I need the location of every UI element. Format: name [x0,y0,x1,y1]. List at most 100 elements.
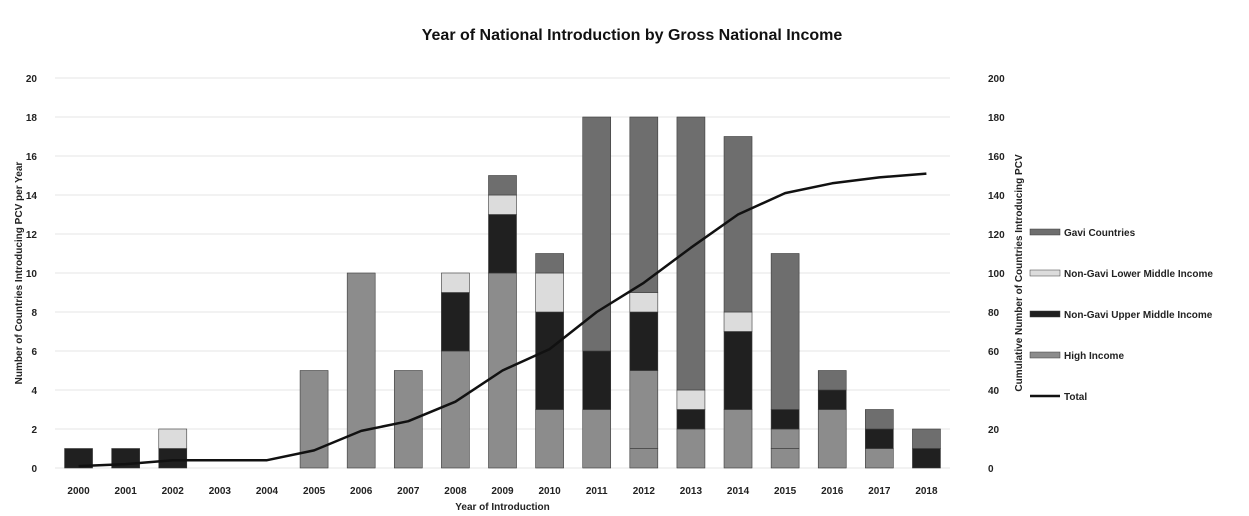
bar-segment [723,331,753,410]
y-right-tick-label: 180 [988,113,1005,124]
x-tick-label: 2000 [67,486,90,497]
x-tick-label: 2004 [256,486,279,497]
y-tick-label: 10 [26,269,38,280]
y-tick-label: 0 [31,464,37,475]
x-tick-label: 2012 [633,486,656,497]
bar-segment [582,409,612,469]
bar-segment [770,448,800,469]
legend-label: Non-Gavi Upper Middle Income [1064,310,1213,321]
bar-segment [488,175,517,196]
bar-series [64,116,941,469]
y-right-tick-label: 100 [988,269,1005,280]
x-tick-label: 2001 [115,486,138,497]
bar-segment [723,409,753,469]
y-tick-label: 4 [31,386,37,397]
legend-label: Non-Gavi Lower Middle Income [1064,269,1213,280]
bar-segment [346,272,376,469]
legend-swatch [1029,310,1061,318]
x-tick-label: 2011 [586,486,608,497]
x-tick-label: 2005 [303,486,326,497]
x-tick-label: 2013 [680,486,703,497]
bar-segment [723,136,753,313]
legend-swatch [1029,228,1061,236]
bar-segment [912,448,941,469]
legend-swatch [1029,269,1061,277]
bar-segment [441,272,470,293]
bar-segment [629,448,659,469]
bar-segment [535,272,564,313]
legend-swatch [1029,351,1061,359]
y-axis-left: 0 2 4 6 8 10 12 14 16 18 20 [26,74,38,475]
bar-segment [676,428,706,469]
bar-segment [535,311,564,410]
x-tick-label: 2010 [538,486,561,497]
y-tick-label: 20 [26,74,38,85]
bar-segment [158,428,188,449]
bar-segment [535,253,564,274]
y-tick-label: 12 [26,230,38,241]
x-tick-label: 2009 [491,486,514,497]
y-right-tick-label: 200 [988,74,1005,85]
bar-segment [488,214,517,274]
bar-segment [535,409,564,469]
bar-segment [582,116,612,352]
x-tick-label: 2007 [397,486,420,497]
legend: Gavi Countries Non-Gavi Lower Middle Inco… [1029,228,1213,403]
bar-segment [441,350,470,469]
bar-segment [770,409,800,430]
bar-segment [629,311,659,371]
bar-segment [817,370,847,391]
y-tick-label: 18 [26,113,38,124]
y-tick-label: 8 [31,308,37,319]
cumulative-line [78,172,927,468]
x-tick-label: 2018 [915,486,938,497]
bar-segment [393,370,423,469]
y-right-tick-label: 160 [988,152,1005,163]
y-tick-label: 6 [31,347,37,358]
bar-segment [912,428,941,449]
x-axis: 2000 2001 2002 2003 2004 2005 2006 2007 2008 2009… [67,486,938,497]
y-right-tick-label: 80 [988,308,1000,319]
y-right-tick-label: 40 [988,386,1000,397]
legend-label: Total [1064,392,1087,403]
bar-segment [441,292,470,352]
x-tick-label: 2003 [209,486,232,497]
total-line [78,172,927,468]
bar-segment [817,409,847,469]
x-tick-label: 2002 [162,486,185,497]
bar-segment [865,428,894,449]
y-right-tick-label: 120 [988,230,1005,241]
y-right-tick-label: 140 [988,191,1005,202]
bar-segment [629,116,659,293]
x-tick-label: 2017 [868,486,891,497]
bar-segment [817,389,847,410]
y-axis-title: Number of Countries Introducing PCV per … [14,162,25,385]
bar-segment [64,448,93,469]
x-axis-title: Year of Introduction [455,502,549,513]
x-tick-label: 2016 [821,486,844,497]
y-right-tick-label: 0 [988,464,994,475]
bar-segment [865,448,894,469]
x-tick-label: 2008 [444,486,467,497]
bar-segment [676,409,706,430]
bar-segment [582,350,612,410]
bar-segment [158,448,188,469]
bar-segment [770,428,800,449]
y-tick-label: 14 [26,191,38,202]
y-right-tick-label: 20 [988,425,1000,436]
x-tick-label: 2006 [350,486,373,497]
bar-segment [629,370,659,449]
bar-segment [488,194,517,215]
bar-segment [770,253,800,410]
y-right-tick-label: 60 [988,347,1000,358]
x-tick-label: 2014 [727,486,750,497]
y-tick-label: 16 [26,152,38,163]
bar-segment [676,389,706,410]
y-axis-right: 0 20 40 60 80 100 120 140 160 180 200 [988,74,1005,475]
bar-segment [865,409,894,430]
bar-segment [629,292,659,313]
x-tick-label: 2015 [774,486,797,497]
chart-title: Year of National Introduction by Gross N… [422,27,843,44]
y-tick-label: 2 [31,425,37,436]
